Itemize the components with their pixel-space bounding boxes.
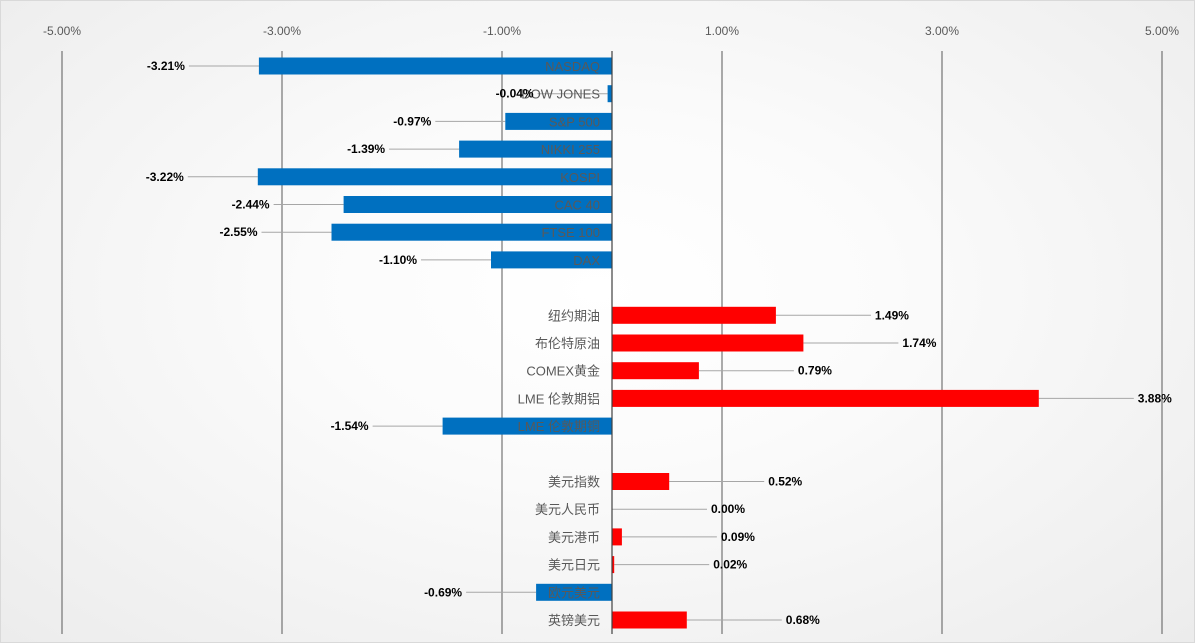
category-label: NASDAQ bbox=[545, 59, 600, 74]
category-label: NIKKI 255 bbox=[541, 142, 600, 157]
data-label: 1.74% bbox=[902, 336, 936, 350]
category-label: 纽约期油 bbox=[548, 308, 600, 323]
bar bbox=[442, 417, 612, 435]
category-label: S&P 500 bbox=[549, 114, 600, 129]
bar bbox=[612, 306, 776, 324]
data-label: -3.22% bbox=[146, 170, 184, 184]
bars bbox=[257, 57, 1039, 629]
bar bbox=[536, 583, 612, 601]
category-label: 美元人民币 bbox=[535, 502, 600, 517]
bar bbox=[612, 556, 615, 574]
bar bbox=[612, 611, 687, 629]
category-label: DAX bbox=[573, 253, 600, 268]
category-label: 布伦特原油 bbox=[535, 336, 600, 351]
category-label: COMEX黄金 bbox=[526, 364, 600, 379]
category-label: LME 伦敦期铜 bbox=[518, 419, 600, 434]
category-label: DOW JONES bbox=[521, 87, 600, 102]
category-label: 英镑美元 bbox=[548, 613, 600, 628]
bar bbox=[612, 389, 1039, 407]
category-labels: NASDAQ DOW JONES S&P 500 NIKKI 255 KOSPI CAC … bbox=[518, 59, 601, 628]
data-label: 3.88% bbox=[1138, 391, 1172, 405]
bar bbox=[258, 57, 612, 75]
x-tick-label: -3.00% bbox=[263, 24, 301, 38]
category-label: 欧元美元 bbox=[548, 585, 600, 600]
x-tick-label: 5.00% bbox=[1145, 24, 1179, 38]
bar bbox=[612, 528, 622, 546]
x-tick-label: 1.00% bbox=[705, 24, 739, 38]
bar bbox=[612, 334, 804, 352]
bar bbox=[343, 196, 612, 213]
data-label: 0.02% bbox=[713, 558, 747, 572]
bar bbox=[505, 112, 612, 130]
bar bbox=[459, 140, 612, 158]
data-label: 0.79% bbox=[798, 364, 832, 378]
category-label: 美元港币 bbox=[548, 530, 600, 545]
category-label: CAC 40 bbox=[554, 198, 600, 213]
data-label: 0.00% bbox=[711, 502, 745, 516]
data-label: 1.49% bbox=[875, 308, 909, 322]
data-label: -2.55% bbox=[219, 225, 257, 239]
bar bbox=[257, 168, 612, 186]
data-label: -2.44% bbox=[232, 198, 270, 212]
data-label: 0.52% bbox=[768, 475, 802, 489]
category-label: FTSE 100 bbox=[541, 225, 600, 240]
category-label: 美元指数 bbox=[548, 475, 600, 490]
bar bbox=[612, 362, 699, 380]
data-label: -1.10% bbox=[379, 253, 417, 267]
bar bbox=[331, 223, 612, 241]
bar bbox=[607, 85, 612, 103]
data-label: -0.97% bbox=[393, 114, 431, 128]
leader-lines bbox=[187, 65, 1134, 621]
data-label: -3.21% bbox=[147, 59, 185, 73]
data-label: -1.54% bbox=[331, 419, 369, 433]
x-tick-label: -5.00% bbox=[43, 24, 81, 38]
data-label: 0.68% bbox=[786, 613, 820, 627]
data-label: -1.39% bbox=[347, 142, 385, 156]
data-label: -0.04% bbox=[496, 87, 534, 101]
data-labels: -3.21% -0.04% -0.97% -1.39% -3.22% -2.44% -2.5… bbox=[146, 59, 1172, 627]
x-tick-label: 3.00% bbox=[925, 24, 959, 38]
data-label: -0.69% bbox=[424, 585, 462, 599]
x-tick-label: -1.00% bbox=[483, 24, 521, 38]
data-label: 0.09% bbox=[721, 530, 755, 544]
x-axis-ticks: -5.00% -3.00% -1.00% 1.00% 3.00% 5.00% bbox=[43, 24, 1179, 38]
bar bbox=[612, 473, 670, 490]
category-label: KOSPI bbox=[560, 170, 600, 185]
category-label: 美元日元 bbox=[548, 558, 600, 573]
category-label: LME 伦敦期铝 bbox=[518, 391, 600, 406]
bar bbox=[491, 251, 612, 269]
